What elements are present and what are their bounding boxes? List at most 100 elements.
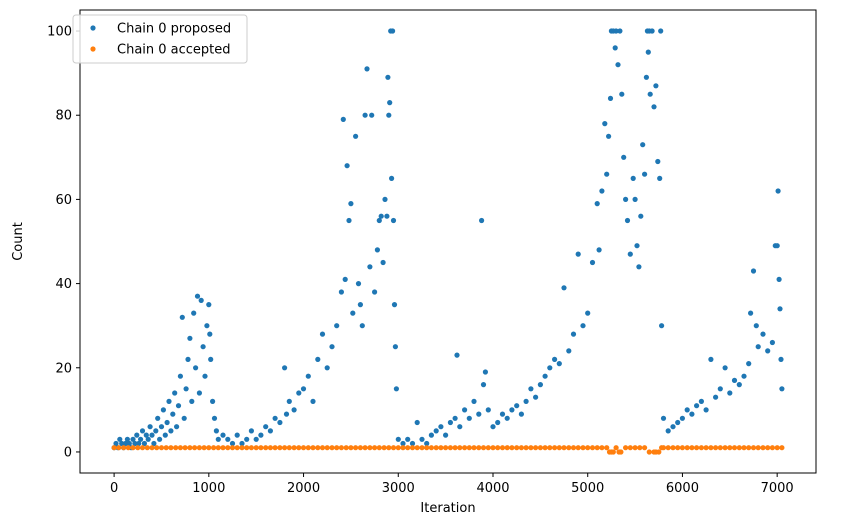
data-point: [627, 251, 633, 257]
data-point: [466, 445, 472, 451]
data-point: [172, 390, 178, 396]
plot-area: [79, 9, 817, 474]
data-point: [689, 445, 695, 451]
data-point: [215, 436, 221, 442]
data-point: [537, 445, 544, 451]
data-point: [414, 419, 420, 426]
data-point: [395, 436, 401, 442]
data-point: [646, 449, 652, 455]
data-point: [405, 445, 411, 451]
data-point: [636, 264, 642, 270]
data-point: [514, 403, 520, 409]
y-tick-label: 100: [47, 25, 72, 40]
y-tick-label: 40: [55, 277, 72, 292]
data-point: [482, 369, 488, 375]
data-point: [211, 445, 217, 451]
data-point: [630, 175, 636, 181]
data-point: [116, 445, 122, 451]
data-point: [253, 436, 259, 442]
data-point: [386, 445, 392, 451]
data-point: [334, 323, 340, 329]
data-point: [741, 373, 747, 379]
data-point: [201, 445, 207, 451]
data-point: [113, 440, 119, 447]
data-point: [324, 445, 330, 451]
data-point: [523, 398, 529, 404]
data-point: [547, 445, 553, 451]
data-point: [637, 445, 643, 451]
data-point: [200, 344, 206, 350]
data-point: [765, 348, 771, 354]
data-point: [119, 440, 125, 447]
data-point: [419, 445, 425, 451]
data-point: [149, 432, 155, 438]
data-point: [599, 445, 605, 451]
data-point: [753, 323, 759, 329]
data-point: [708, 356, 714, 362]
data-point: [355, 281, 362, 287]
data-point: [750, 268, 757, 274]
data-point: [154, 445, 160, 451]
data-point: [769, 339, 776, 346]
data-point: [499, 445, 506, 451]
x-axis: 0 1000 2000 3000 4000 5000 6000 7000: [110, 473, 794, 496]
data-point: [736, 382, 742, 388]
data-point: [372, 289, 378, 295]
data-point: [645, 49, 651, 55]
data-point: [655, 158, 661, 165]
data-point: [248, 445, 254, 451]
data-point: [580, 323, 586, 329]
data-point: [665, 428, 671, 434]
x-axis-title: Iteration: [420, 501, 475, 516]
data-point: [305, 445, 311, 451]
data-point: [466, 415, 472, 421]
data-point: [617, 28, 623, 34]
data-point: [570, 445, 577, 451]
data-point: [163, 445, 169, 451]
data-point: [187, 335, 193, 341]
data-point: [157, 436, 163, 442]
data-point: [556, 445, 562, 451]
data-point: [746, 361, 752, 367]
data-point: [708, 445, 714, 451]
data-point: [357, 445, 363, 451]
data-point: [684, 445, 690, 451]
data-point: [258, 432, 264, 438]
data-point: [386, 112, 392, 118]
data-point: [122, 440, 129, 447]
data-point: [395, 445, 401, 451]
data-point: [372, 445, 378, 451]
data-point: [344, 163, 350, 169]
data-point: [362, 445, 368, 451]
data-point: [694, 403, 700, 409]
legend-label-accepted: Chain 0 accepted: [117, 43, 231, 58]
data-point: [369, 112, 375, 118]
data-point: [141, 440, 147, 447]
data-point: [305, 373, 311, 379]
data-point: [392, 344, 398, 350]
data-point: [703, 407, 709, 413]
data-point: [277, 419, 283, 426]
data-point: [627, 445, 633, 451]
data-point: [433, 428, 439, 434]
data-point: [346, 217, 352, 224]
data-point: [604, 445, 610, 451]
data-point: [239, 445, 245, 451]
data-point: [380, 259, 386, 266]
data-point: [343, 445, 349, 451]
data-point: [575, 251, 581, 257]
data-point: [207, 331, 213, 337]
data-point: [155, 415, 161, 421]
data-point: [296, 445, 302, 451]
data-point: [547, 365, 553, 371]
data-point: [338, 289, 344, 295]
data-point: [381, 445, 387, 451]
data-point: [419, 436, 425, 442]
data-point: [552, 356, 558, 362]
data-point: [542, 445, 548, 451]
data-point: [775, 188, 781, 194]
legend-label-proposed: Chain 0 proposed: [117, 22, 231, 37]
data-point: [634, 243, 640, 249]
data-point: [684, 407, 690, 413]
